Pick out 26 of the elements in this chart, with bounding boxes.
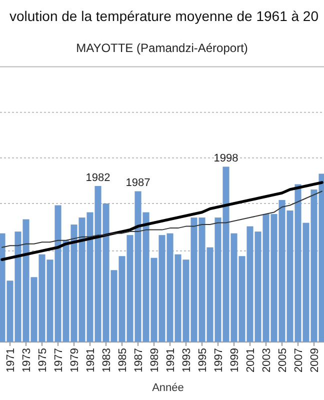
- x-axis-title: Année: [152, 382, 184, 394]
- x-tick-label: 1999: [229, 348, 241, 372]
- x-tick-label: 2005: [277, 348, 289, 372]
- x-tick-label: 2003: [261, 348, 273, 372]
- x-tick-label: 1995: [197, 348, 209, 372]
- x-tick-label: 1975: [37, 348, 49, 372]
- x-tick-label: 1979: [69, 348, 81, 372]
- x-tick-label: 1987: [133, 348, 145, 372]
- x-tick-label: 2007: [293, 348, 305, 372]
- x-tick-label: 2009: [309, 348, 321, 372]
- x-tick-label: 1985: [117, 348, 129, 372]
- chart-title: volution de la température moyenne de 1961 à 20: [10, 8, 319, 24]
- x-tick-label: 1977: [53, 348, 65, 372]
- x-tick-label: 1981: [85, 348, 97, 372]
- x-tick-label: 1997: [213, 348, 225, 372]
- x-tick-label: 1991: [165, 348, 177, 372]
- chart-subtitle: MAYOTTE (Pamandzi-Aéroport): [76, 41, 248, 55]
- x-tick-label: 2001: [245, 348, 257, 372]
- annotation: 1987: [126, 177, 150, 190]
- x-tick-label: 1973: [21, 348, 33, 372]
- x-tick-label: 1971: [5, 348, 17, 372]
- x-tick-label: 1989: [149, 348, 161, 372]
- annotation: 1998: [214, 152, 238, 165]
- x-tick-label: 1993: [181, 348, 193, 372]
- x-tick-label: 1983: [101, 348, 113, 372]
- annotation: 1982: [86, 172, 110, 184]
